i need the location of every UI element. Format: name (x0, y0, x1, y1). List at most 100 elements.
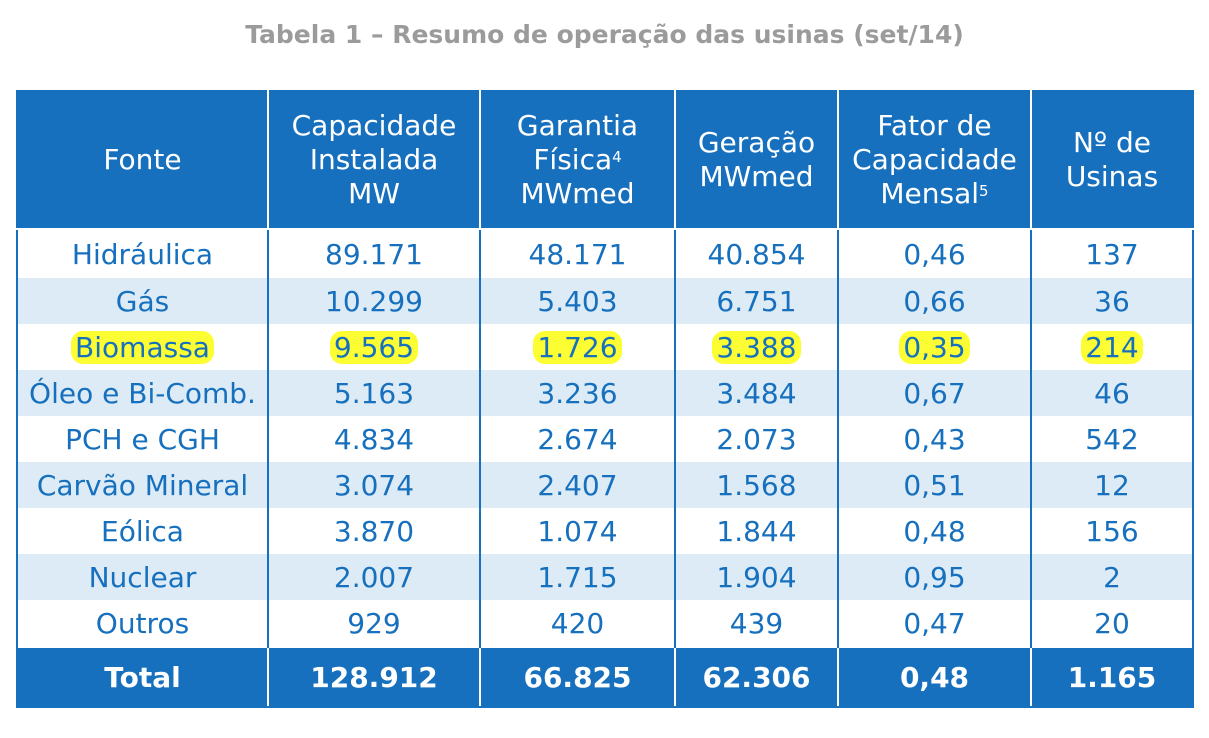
cell-geracao: 439 (674, 600, 839, 647)
cell-capacidade-value: 4.834 (333, 422, 415, 456)
cell-fator: 0,66 (837, 278, 1032, 324)
cell-geracao-value: 1.844 (716, 514, 797, 548)
cell-garantia: 1.715 (479, 554, 676, 600)
cell-garantia: 48.171 (479, 229, 676, 278)
header-geracao: Geração MWmed (674, 90, 839, 230)
cell-fonte-value: Hidráulica (71, 237, 214, 271)
cell-garantia: 2.407 (479, 462, 676, 508)
table-row: Biomassa 9.565 1.726 3.388 0,35 214 (16, 324, 1194, 370)
cell-geracao-value: 1.568 (716, 468, 797, 502)
cell-capacidade: 4.834 (267, 416, 481, 462)
cell-geracao: 40.854 (674, 229, 839, 278)
cell-fator-value: 0,66 (903, 284, 966, 318)
header-garantia: Garantia Física4 MWmed (479, 90, 676, 230)
cell-fonte-value: PCH e CGH (65, 422, 220, 456)
cell-usinas: 20 (1030, 600, 1194, 647)
cell-fator-value: 0,35 (899, 330, 970, 364)
footnote-5: 5 (979, 182, 989, 200)
cell-fonte: Eólica (16, 508, 269, 554)
header-fonte: Fonte (16, 90, 269, 230)
total-row: Total 128.912 66.825 62.306 0,48 1.165 (16, 646, 1194, 708)
cell-capacidade: 10.299 (267, 278, 481, 324)
cell-fonte-value: Eólica (101, 514, 184, 548)
cell-usinas-value: 137 (1085, 237, 1139, 271)
cell-usinas-value: 12 (1094, 468, 1130, 502)
cell-fator: 0,43 (837, 416, 1032, 462)
total-fator: 0,48 (837, 646, 1032, 708)
cell-geracao-value: 2.073 (716, 422, 797, 456)
cell-fator: 0,35 (837, 324, 1032, 370)
cell-capacidade-value: 3.074 (333, 468, 415, 502)
cell-usinas-value: 20 (1094, 606, 1130, 640)
cell-capacidade: 929 (267, 600, 481, 647)
header-capacidade: Capacidade Instalada MW (267, 90, 481, 230)
cell-fonte: Carvão Mineral (16, 462, 269, 508)
footnote-4: 4 (612, 148, 622, 166)
cell-geracao: 1.568 (674, 462, 839, 508)
table-body: Hidráulica 89.171 48.171 40.854 0,46 137 Gás 10… (16, 229, 1194, 647)
cell-fator: 0,67 (837, 370, 1032, 416)
cell-geracao-value: 6.751 (716, 284, 797, 318)
total-geracao: 62.306 (674, 646, 839, 708)
cell-usinas: 2 (1030, 554, 1194, 600)
cell-usinas: 36 (1030, 278, 1194, 324)
cell-fator-value: 0,95 (903, 560, 966, 594)
cell-garantia-value: 1.074 (537, 514, 618, 548)
total-garantia: 66.825 (479, 646, 676, 708)
cell-fator-value: 0,67 (903, 376, 966, 410)
cell-geracao-value: 40.854 (707, 237, 806, 271)
cell-capacidade-value: 9.565 (329, 330, 419, 364)
cell-fonte: Óleo e Bi-Comb. (16, 370, 269, 416)
cell-garantia-value: 5.403 (537, 284, 618, 318)
cell-capacidade-value: 10.299 (325, 284, 423, 318)
total-usinas: 1.165 (1030, 646, 1194, 708)
operations-table: Fonte Capacidade Instalada MW Garantia F… (16, 90, 1194, 708)
cell-usinas: 214 (1030, 324, 1194, 370)
cell-garantia: 420 (479, 600, 676, 647)
cell-geracao-value: 3.484 (716, 376, 797, 410)
cell-usinas-value: 46 (1094, 376, 1130, 410)
cell-fator-value: 0,51 (903, 468, 966, 502)
cell-capacidade: 3.870 (267, 508, 481, 554)
cell-garantia: 3.236 (479, 370, 676, 416)
cell-fonte: Hidráulica (16, 229, 269, 278)
cell-fator-value: 0,43 (903, 422, 966, 456)
cell-capacidade: 5.163 (267, 370, 481, 416)
cell-fonte: PCH e CGH (16, 416, 269, 462)
cell-usinas-value: 36 (1094, 284, 1130, 318)
table-row: Outros 929 420 439 0,47 20 (16, 600, 1194, 647)
cell-usinas: 12 (1030, 462, 1194, 508)
header-fator: Fator de Capacidade Mensal5 (837, 90, 1032, 230)
total-label: Total (16, 646, 269, 708)
cell-usinas-value: 2 (1103, 560, 1121, 594)
cell-geracao: 3.388 (674, 324, 839, 370)
table-title: Tabela 1 – Resumo de operação das usinas… (245, 20, 964, 49)
cell-garantia-value: 48.171 (528, 237, 627, 271)
cell-fonte-value: Óleo e Bi-Comb. (29, 376, 256, 410)
cell-fonte-value: Carvão Mineral (36, 468, 249, 502)
cell-usinas-value: 214 (1081, 330, 1143, 364)
cell-capacidade: 2.007 (267, 554, 481, 600)
cell-garantia-value: 3.236 (537, 376, 618, 410)
cell-fonte: Nuclear (16, 554, 269, 600)
cell-geracao-value: 1.904 (716, 560, 797, 594)
cell-fonte-value: Outros (95, 606, 190, 640)
cell-capacidade-value: 2.007 (333, 560, 415, 594)
cell-fator: 0,47 (837, 600, 1032, 647)
cell-fonte-value: Gás (115, 284, 170, 318)
cell-usinas: 137 (1030, 229, 1194, 278)
cell-geracao-value: 3.388 (712, 330, 801, 364)
cell-garantia: 1.726 (479, 324, 676, 370)
cell-fator-value: 0,47 (903, 606, 966, 640)
cell-garantia-value: 1.726 (533, 330, 622, 364)
cell-capacidade-value: 3.870 (333, 514, 415, 548)
header-row: Fonte Capacidade Instalada MW Garantia F… (16, 90, 1194, 230)
cell-fonte: Gás (16, 278, 269, 324)
table-row: Carvão Mineral 3.074 2.407 1.568 0,51 12 (16, 462, 1194, 508)
cell-geracao-value: 439 (729, 606, 784, 640)
cell-geracao: 6.751 (674, 278, 839, 324)
cell-geracao: 2.073 (674, 416, 839, 462)
cell-garantia-value: 1.715 (537, 560, 618, 594)
cell-garantia-value: 420 (550, 606, 605, 640)
cell-fator: 0,51 (837, 462, 1032, 508)
